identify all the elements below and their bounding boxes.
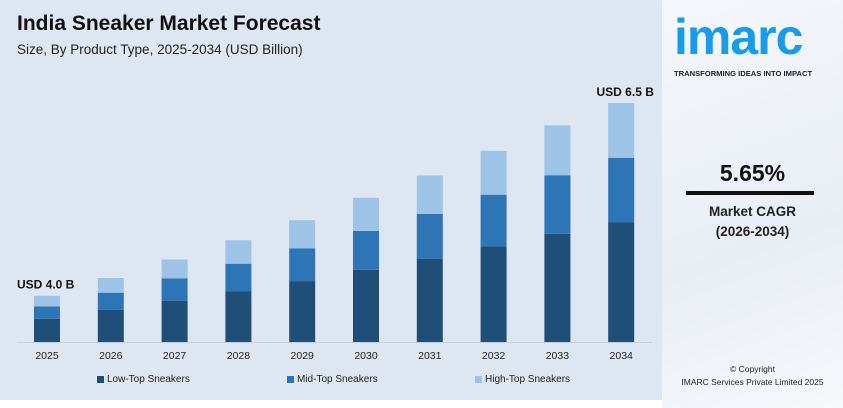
x-tick-label: 2032 xyxy=(482,350,506,362)
sidebar: imarc TRANSFORMING IDEAS INTO IMPACT 5.6… xyxy=(662,0,843,408)
x-tick-label: 2031 xyxy=(418,350,442,362)
x-tick-label: 2026 xyxy=(99,350,123,362)
bar-mid-top-sneakers-2030 xyxy=(353,230,379,270)
legend-item: Low-Top Sneakers xyxy=(97,374,190,385)
bar-high-top-sneakers-2026 xyxy=(97,278,124,293)
legend-item: Mid-Top Sneakers xyxy=(287,374,378,385)
bar-high-top-sneakers-2029 xyxy=(289,220,316,249)
bar-low-top-sneakers-2033 xyxy=(544,233,571,342)
bar-mid-top-sneakers-2031 xyxy=(416,213,443,259)
bar-low-top-sneakers-2032 xyxy=(480,246,507,342)
x-tick-label: 2028 xyxy=(227,350,251,362)
bar-mid-top-sneakers-2027 xyxy=(161,278,188,301)
x-tick-label: 2030 xyxy=(354,350,378,362)
bar-low-top-sneakers-2027 xyxy=(161,300,188,342)
legend-swatch xyxy=(97,376,104,383)
bar-mid-top-sneakers-2028 xyxy=(225,263,252,292)
legend-label: High-Top Sneakers xyxy=(485,374,571,385)
bar-high-top-sneakers-2030 xyxy=(353,197,379,231)
cagr-label: Market CAGR xyxy=(708,204,797,219)
cagr-value: 5.65% xyxy=(719,160,786,186)
divider xyxy=(686,191,814,195)
x-tick-label: 2029 xyxy=(291,350,315,362)
x-tick-label: 2025 xyxy=(35,350,59,362)
chart-title: India Sneaker Market Forecast xyxy=(17,12,321,35)
bar-low-top-sneakers-2028 xyxy=(225,291,252,342)
bar-high-top-sneakers-2025 xyxy=(34,295,60,307)
bar-mid-top-sneakers-2032 xyxy=(480,194,507,247)
bar-low-top-sneakers-2025 xyxy=(34,318,60,342)
bar-high-top-sneakers-2031 xyxy=(416,175,443,214)
legend-label: Mid-Top Sneakers xyxy=(297,374,378,385)
bar-mid-top-sneakers-2026 xyxy=(97,292,124,310)
legend-label: Low-Top Sneakers xyxy=(107,374,190,385)
bar-high-top-sneakers-2034 xyxy=(608,103,635,158)
bar-low-top-sneakers-2029 xyxy=(289,281,316,342)
imarc-logo: imarc xyxy=(674,9,803,65)
x-tick-label: 2033 xyxy=(546,350,570,362)
tagline: TRANSFORMING IDEAS INTO IMPACT xyxy=(674,69,813,78)
bar-low-top-sneakers-2034 xyxy=(608,222,635,342)
legend-swatch xyxy=(287,376,294,383)
bar-high-top-sneakers-2033 xyxy=(544,125,571,176)
cagr-period: (2026-2034) xyxy=(715,224,790,239)
bar-mid-top-sneakers-2029 xyxy=(289,248,316,282)
company: IMARC Services Private Limited 2025 xyxy=(681,377,824,387)
bar-high-top-sneakers-2028 xyxy=(225,240,252,264)
chart-panel: India Sneaker Market Forecast Size, By P… xyxy=(0,0,662,400)
bar-low-top-sneakers-2026 xyxy=(97,309,124,342)
x-tick-label: 2034 xyxy=(610,350,634,362)
bar-low-top-sneakers-2031 xyxy=(416,258,443,342)
x-tick-label: 2027 xyxy=(163,350,187,362)
bar-mid-top-sneakers-2033 xyxy=(544,175,571,234)
total-label: USD 6.5 B xyxy=(597,85,655,99)
bar-low-top-sneakers-2030 xyxy=(353,269,379,342)
bar-chart: 2025 USD 4.0 B 2026 2027 2028 2029 2030 2031 203… xyxy=(17,85,655,362)
legend-swatch xyxy=(475,376,482,383)
legend-item: High-Top Sneakers xyxy=(475,374,570,385)
copyright: © Copyright xyxy=(729,364,775,374)
bar-mid-top-sneakers-2025 xyxy=(34,306,60,319)
bar-mid-top-sneakers-2034 xyxy=(608,157,635,223)
chart-subtitle: Size, By Product Type, 2025-2034 (USD Bi… xyxy=(17,42,303,57)
total-label: USD 4.0 B xyxy=(17,278,75,292)
bar-high-top-sneakers-2027 xyxy=(161,259,188,279)
bar-high-top-sneakers-2032 xyxy=(480,150,507,195)
